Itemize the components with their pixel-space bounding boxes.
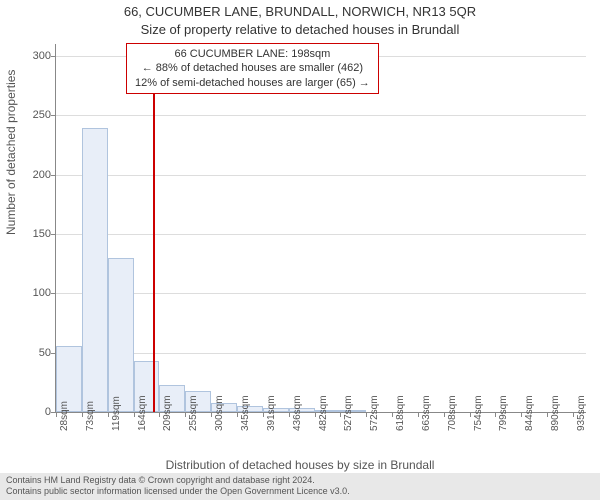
marker-line: [153, 44, 155, 412]
x-tick-mark: [418, 412, 419, 417]
y-axis-label: Number of detached properties: [4, 70, 18, 235]
footer-line-2: Contains public sector information licen…: [6, 486, 594, 498]
x-tick-label: 890sqm: [550, 395, 561, 431]
x-tick-mark: [340, 412, 341, 417]
x-tick-mark: [470, 412, 471, 417]
x-tick-mark: [495, 412, 496, 417]
x-tick-mark: [159, 412, 160, 417]
grid-line: [56, 353, 586, 354]
x-tick-mark: [82, 412, 83, 417]
x-tick-label: 28sqm: [59, 401, 70, 431]
x-tick-label: 935sqm: [576, 395, 587, 431]
y-tick-mark: [51, 293, 56, 294]
x-tick-label: 572sqm: [369, 395, 380, 431]
y-tick-mark: [51, 175, 56, 176]
info-line-3: 12% of semi-detached houses are larger (…: [135, 76, 370, 90]
x-tick-label: 527sqm: [343, 395, 354, 431]
y-tick-label: 100: [21, 287, 51, 299]
chart-container: 66, CUCUMBER LANE, BRUNDALL, NORWICH, NR…: [0, 0, 600, 500]
y-tick-label: 150: [21, 228, 51, 240]
plot-area: 05010015020025030028sqm73sqm119sqm164sqm…: [55, 44, 586, 413]
info-box: 66 CUCUMBER LANE: 198sqm ← 88% of detach…: [126, 43, 379, 94]
x-tick-mark: [237, 412, 238, 417]
info-line-1: 66 CUCUMBER LANE: 198sqm: [135, 47, 370, 61]
grid-line: [56, 293, 586, 294]
x-tick-mark: [185, 412, 186, 417]
title-line-1: 66, CUCUMBER LANE, BRUNDALL, NORWICH, NR…: [0, 4, 600, 19]
x-tick-mark: [56, 412, 57, 417]
y-tick-mark: [51, 56, 56, 57]
x-tick-mark: [315, 412, 316, 417]
x-tick-label: 391sqm: [266, 395, 277, 431]
x-tick-label: 844sqm: [524, 395, 535, 431]
grid-line: [56, 234, 586, 235]
x-tick-mark: [263, 412, 264, 417]
histogram-bar: [108, 258, 134, 412]
x-tick-mark: [521, 412, 522, 417]
footer-line-1: Contains HM Land Registry data © Crown c…: [6, 475, 594, 487]
y-tick-label: 50: [21, 347, 51, 359]
x-tick-label: 799sqm: [498, 395, 509, 431]
x-tick-mark: [444, 412, 445, 417]
x-tick-mark: [366, 412, 367, 417]
x-tick-label: 754sqm: [473, 395, 484, 431]
x-tick-mark: [289, 412, 290, 417]
x-tick-label: 345sqm: [240, 395, 251, 431]
x-tick-label: 209sqm: [162, 395, 173, 431]
histogram-bar: [82, 128, 108, 412]
x-tick-label: 255sqm: [188, 395, 199, 431]
y-tick-mark: [51, 115, 56, 116]
y-tick-label: 200: [21, 169, 51, 181]
x-tick-label: 436sqm: [292, 395, 303, 431]
x-tick-label: 482sqm: [318, 395, 329, 431]
y-tick-label: 0: [21, 406, 51, 418]
x-tick-label: 663sqm: [421, 395, 432, 431]
x-tick-label: 119sqm: [111, 396, 122, 431]
grid-line: [56, 115, 586, 116]
x-axis-label: Distribution of detached houses by size …: [0, 458, 600, 472]
title-line-2: Size of property relative to detached ho…: [0, 22, 600, 37]
x-tick-label: 164sqm: [137, 395, 148, 431]
grid-line: [56, 175, 586, 176]
x-tick-label: 300sqm: [214, 395, 225, 431]
x-tick-mark: [108, 412, 109, 417]
x-tick-mark: [134, 412, 135, 417]
footer: Contains HM Land Registry data © Crown c…: [0, 473, 600, 500]
x-tick-label: 618sqm: [395, 395, 406, 431]
y-tick-label: 250: [21, 109, 51, 121]
x-tick-mark: [547, 412, 548, 417]
x-tick-mark: [573, 412, 574, 417]
y-tick-mark: [51, 234, 56, 235]
x-tick-label: 708sqm: [447, 395, 458, 431]
y-tick-label: 300: [21, 50, 51, 62]
x-tick-label: 73sqm: [85, 401, 96, 431]
x-tick-mark: [392, 412, 393, 417]
x-tick-mark: [211, 412, 212, 417]
info-line-2: ← 88% of detached houses are smaller (46…: [135, 61, 370, 75]
